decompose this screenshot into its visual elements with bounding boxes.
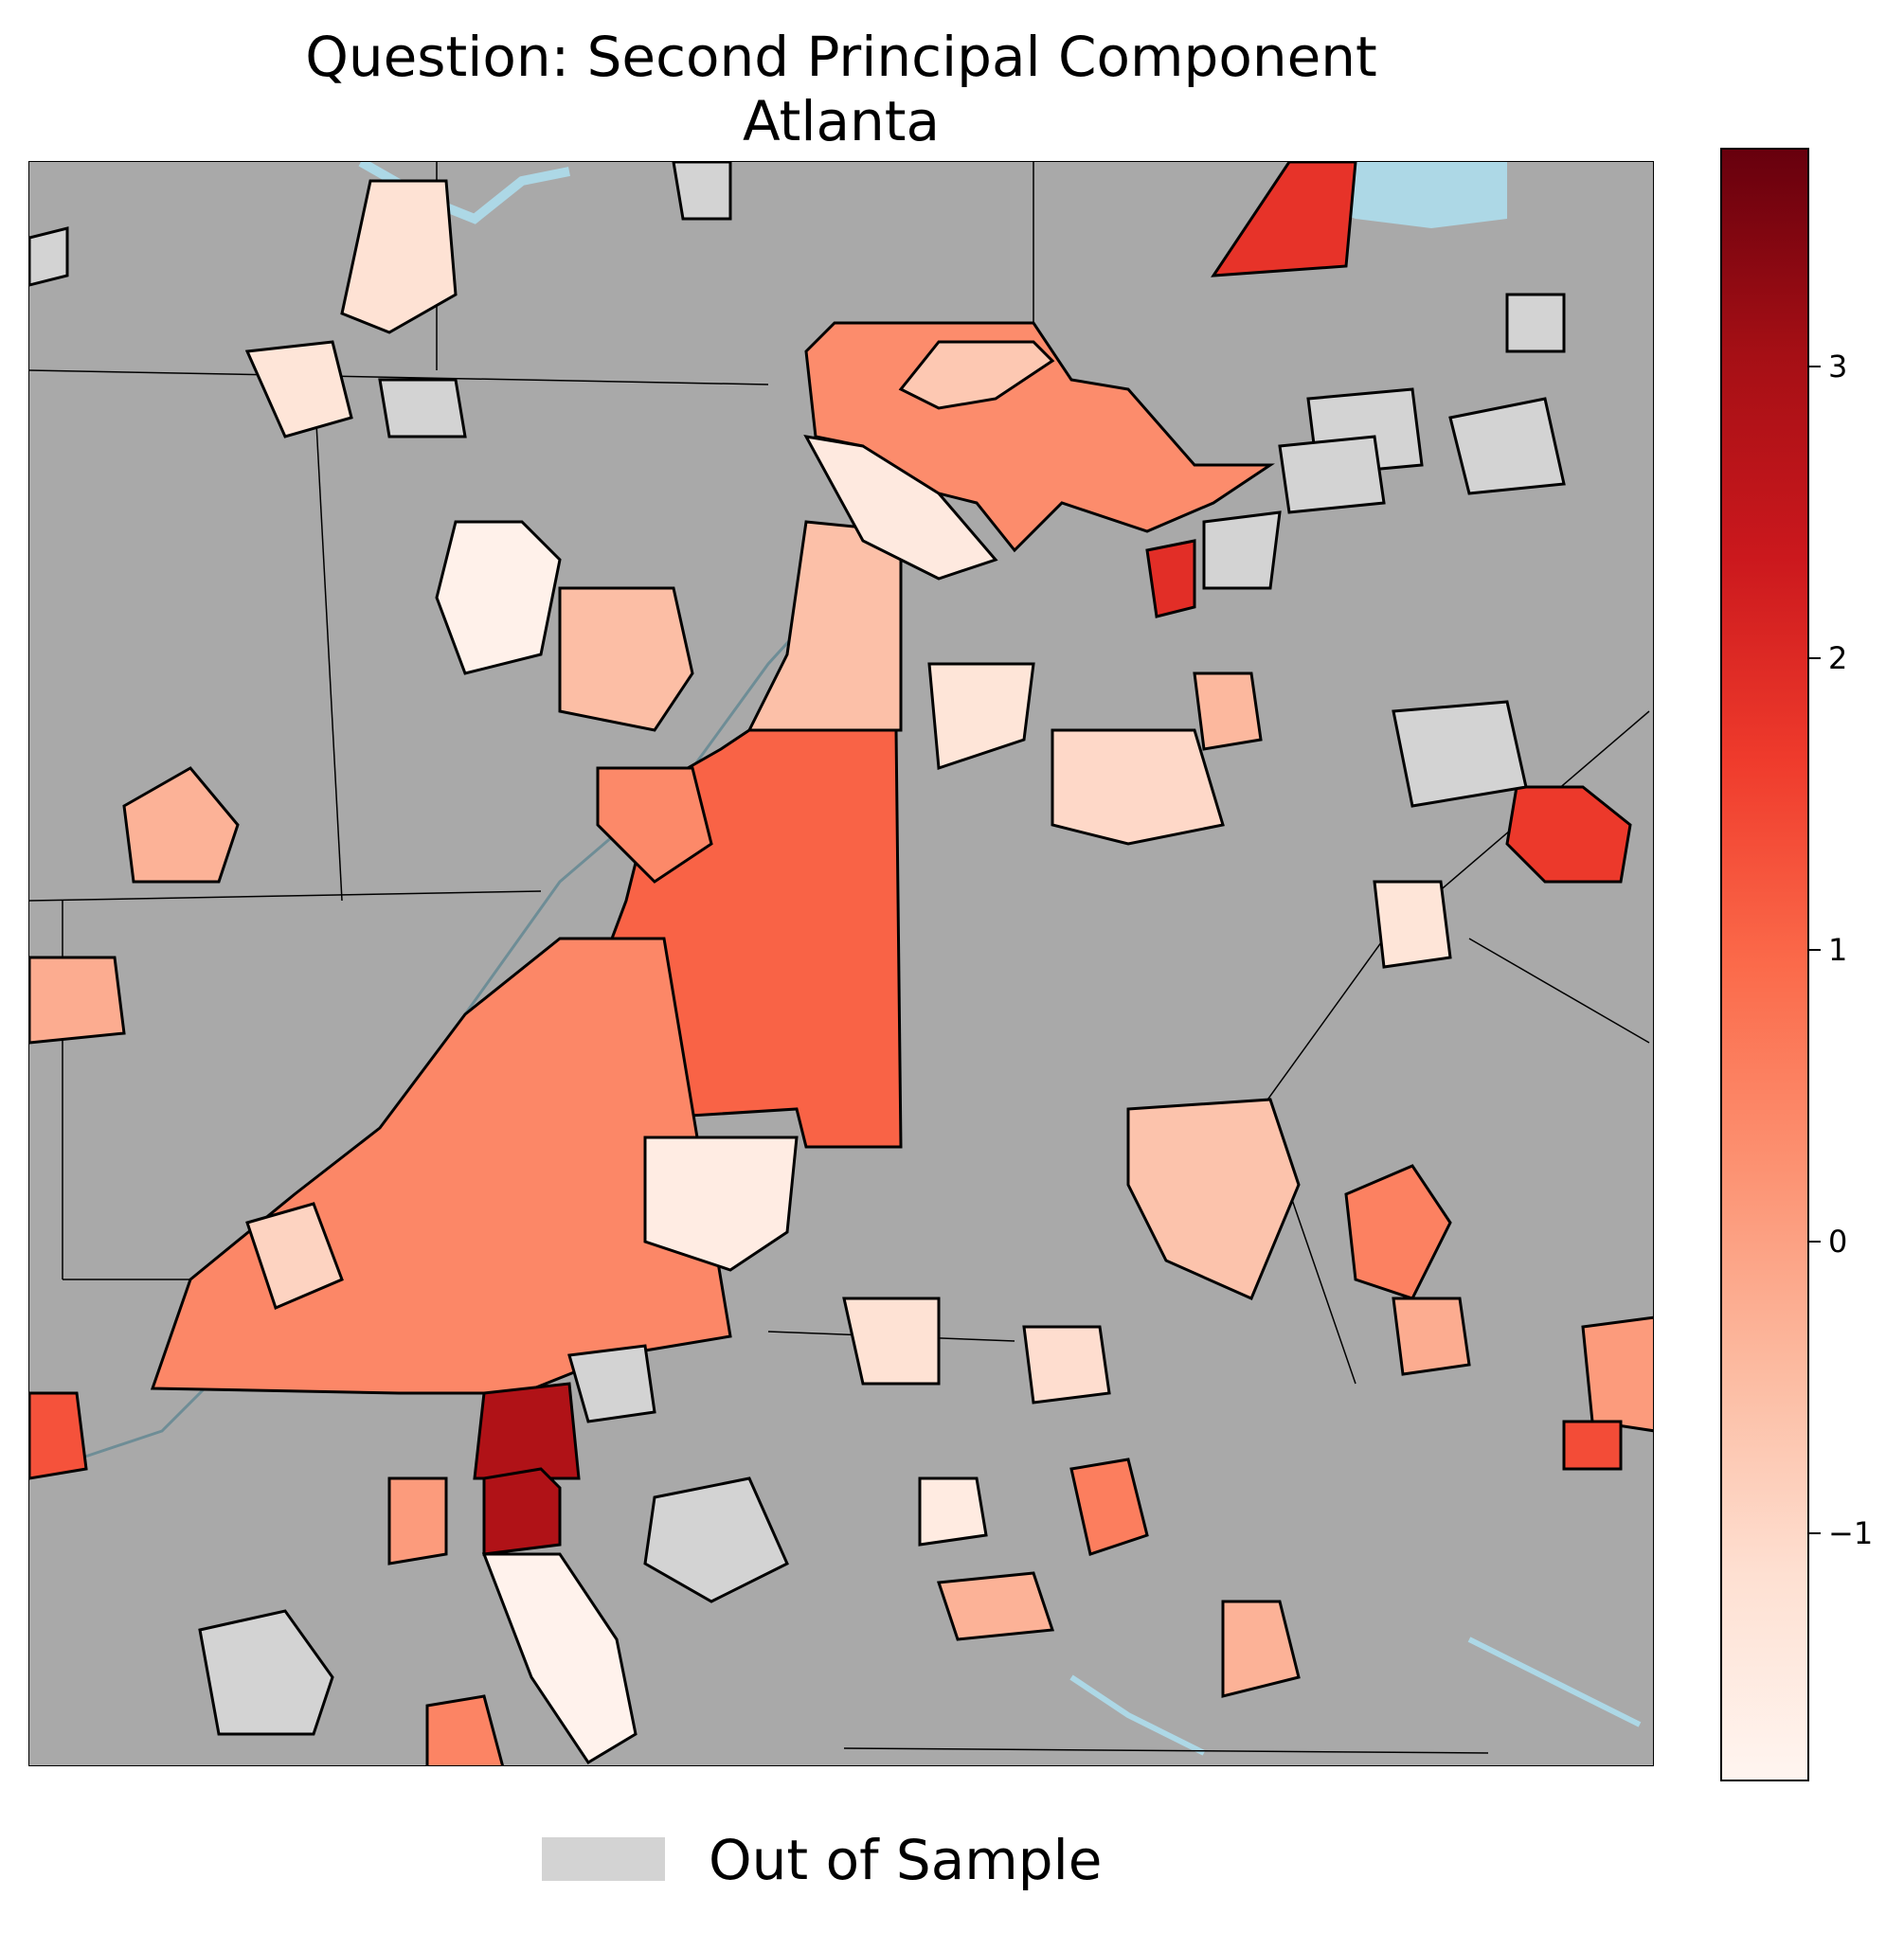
lake-south-east — [1467, 1637, 1642, 1727]
lake-south — [1069, 1674, 1206, 1756]
colorbar-tick-label: −1 — [1828, 1515, 1874, 1552]
map-area — [28, 161, 1654, 1766]
region-forest-park — [1022, 1325, 1111, 1404]
region-stone-mountain — [1193, 671, 1263, 751]
region-smyrna — [596, 766, 713, 884]
map-svg — [29, 162, 1653, 1765]
region-kennesaw — [435, 520, 562, 675]
colorbar-tick — [1809, 657, 1821, 660]
region-loganville — [1581, 1315, 1653, 1433]
region-peachtree-city — [481, 1552, 638, 1765]
region-sandy-springs — [746, 520, 903, 732]
legend-swatch-out-of-sample — [542, 1837, 665, 1881]
oos-region — [1202, 510, 1282, 590]
colorbar-tick — [1809, 366, 1821, 368]
county-line — [313, 369, 343, 902]
county-line — [29, 369, 769, 385]
in-sample-regions — [29, 162, 1653, 1765]
region-jonesboro — [842, 1297, 941, 1386]
oos-region — [378, 378, 467, 438]
region-sw-edge — [29, 1391, 88, 1480]
colorbar — [1720, 148, 1809, 1781]
colorbar-tick — [1809, 1241, 1821, 1243]
county-line — [1468, 938, 1650, 1044]
oos-region — [1448, 397, 1566, 495]
region-morrow — [918, 1476, 988, 1547]
region-fayetteville — [482, 1467, 562, 1556]
county-line — [843, 1747, 1489, 1754]
chart-title-line1: Question: Second Principal Component — [305, 25, 1377, 89]
region-dallas — [122, 766, 240, 884]
oos-region — [1392, 700, 1528, 808]
region-snellville — [1344, 1164, 1452, 1300]
oos-region — [567, 1344, 656, 1423]
oos-region — [672, 162, 732, 221]
region-acworth — [340, 179, 458, 334]
oos-region — [198, 1609, 334, 1736]
region-red-east — [1505, 785, 1632, 884]
region-mcdonough — [1069, 1458, 1149, 1556]
region-stonecrest — [1126, 1098, 1301, 1300]
region-college-park — [473, 1382, 581, 1480]
region-east-point-2 — [643, 1136, 799, 1272]
region-conyers — [1392, 1297, 1471, 1376]
region-lithonia — [1562, 1420, 1623, 1471]
out-of-sample-regions — [29, 162, 1566, 1736]
colorbar-tick-label: 0 — [1828, 1224, 1848, 1261]
oos-region — [29, 226, 69, 287]
colorbar-tick-label: 3 — [1828, 349, 1848, 385]
region-union-city — [387, 1476, 448, 1565]
region-dunwoody — [1145, 539, 1196, 618]
region-milton — [898, 340, 1055, 410]
oos-region — [1278, 435, 1386, 514]
region-north-fulton — [803, 435, 998, 581]
legend-label: Out of Sample — [709, 1828, 1103, 1892]
colorbar-tick-label: 2 — [1828, 640, 1848, 677]
region-lawrenceville — [1373, 880, 1452, 969]
chart-title-line2: Atlanta — [742, 89, 941, 153]
region-griffin — [936, 1571, 1055, 1641]
region-marietta — [558, 586, 694, 732]
oos-region — [643, 1476, 789, 1603]
region-stockbridge — [1221, 1600, 1301, 1698]
region-brookhaven — [927, 662, 1035, 771]
colorbar-tick-label: 1 — [1828, 932, 1848, 969]
region-west-edge — [29, 956, 126, 1045]
region-tucker — [1051, 728, 1225, 846]
colorbar-tick — [1809, 1532, 1821, 1535]
region-douglasville — [245, 1202, 344, 1311]
oos-region — [1505, 293, 1566, 353]
region-tyrone — [425, 1694, 505, 1765]
region-north-fulton-east — [1211, 162, 1357, 277]
colorbar-tick — [1809, 949, 1821, 952]
region-powder-springs — [244, 340, 353, 438]
county-line — [29, 890, 542, 902]
